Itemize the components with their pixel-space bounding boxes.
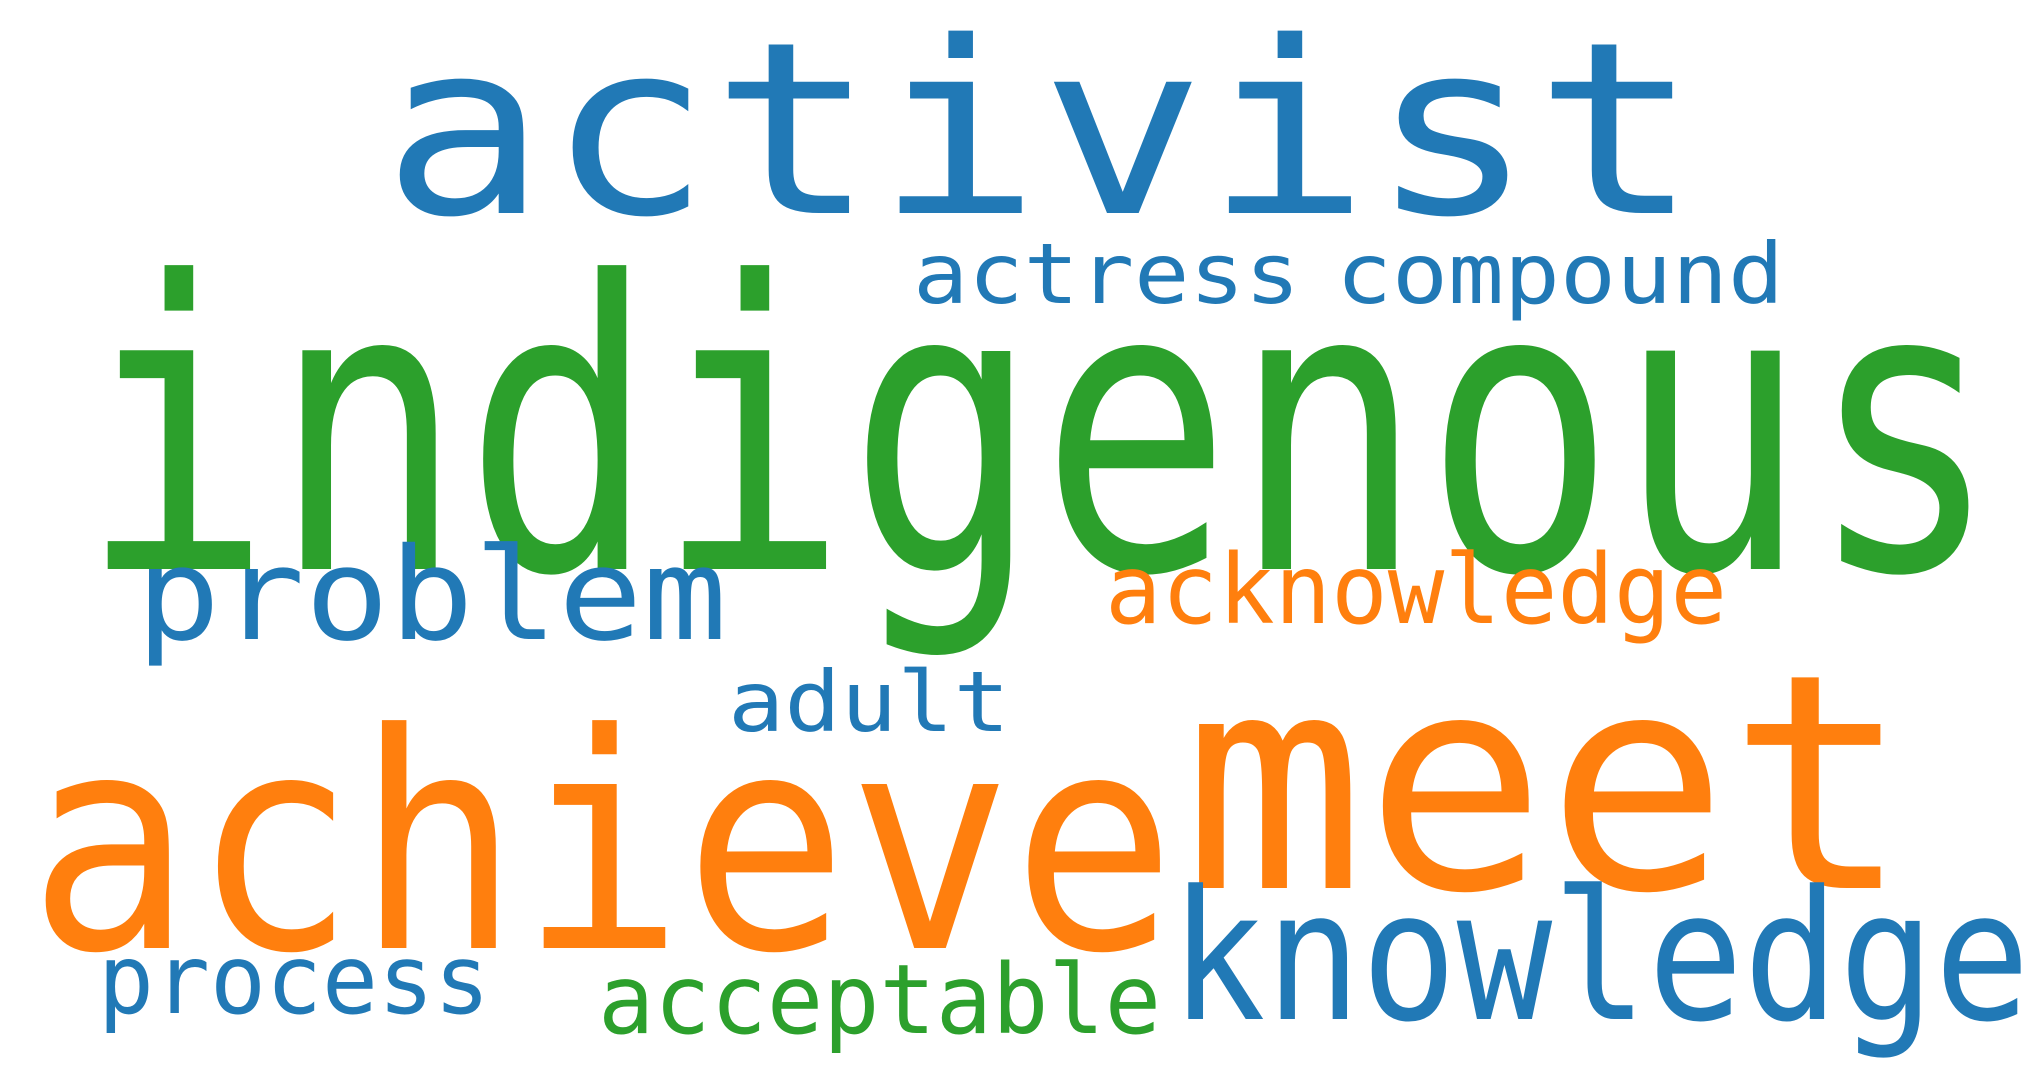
word-adult: adult xyxy=(728,653,1010,751)
word-compound: compound xyxy=(1336,225,1784,323)
word-acknowledge: acknowledge xyxy=(1105,534,1727,646)
word-acceptable: acceptable xyxy=(598,944,1161,1056)
word-knowledge: knowledge xyxy=(1170,853,2030,1062)
word-activist: activist xyxy=(382,0,1699,270)
word-problem: problem xyxy=(136,521,727,670)
word-process: process xyxy=(98,924,490,1036)
word-indigenous: indigenous xyxy=(80,199,2000,664)
word-meet: meet xyxy=(1183,610,1910,959)
word-achieve: achieve xyxy=(28,670,1176,1019)
word-actress: actress xyxy=(913,225,1300,323)
